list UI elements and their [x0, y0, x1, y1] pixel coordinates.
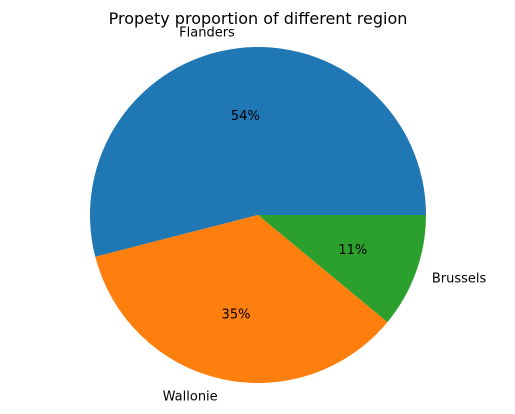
pie-slice-wallonie: [95, 215, 388, 383]
pct-label-flanders: 54%: [231, 109, 260, 124]
pie-slice-brussels: [258, 215, 426, 323]
pie-labels: 54% Flanders 35% Wallonie 11% Brussels: [163, 26, 487, 405]
pie-slices: [90, 47, 426, 383]
slice-label-brussels: Brussels: [432, 272, 487, 287]
slice-label-flanders: Flanders: [179, 26, 235, 41]
pct-label-wallonie: 35%: [222, 307, 251, 322]
chart-title: Propety proportion of different region: [109, 9, 408, 28]
pie-slice-flanders: [90, 47, 426, 257]
slice-label-wallonie: Wallonie: [163, 389, 218, 404]
pct-label-brussels: 11%: [338, 243, 367, 258]
